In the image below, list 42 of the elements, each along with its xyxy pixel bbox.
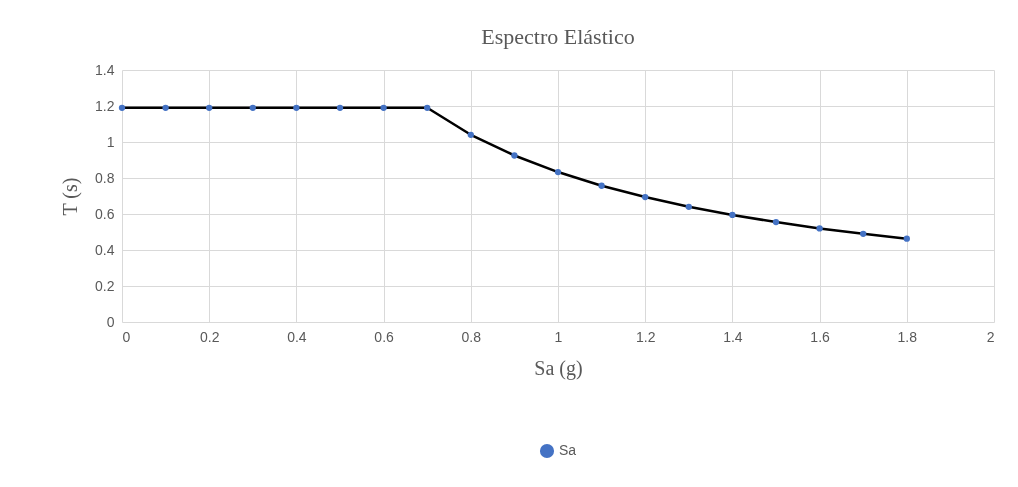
- point: [336, 104, 344, 111]
- point: [162, 104, 169, 111]
- point: [685, 203, 692, 210]
- y-tick-label: 0.2: [95, 277, 115, 294]
- y-axis-title: T (s): [59, 177, 83, 216]
- chart-title: Espectro Elástico: [481, 24, 635, 49]
- point: [772, 218, 780, 226]
- point: [293, 104, 300, 111]
- x-tick-label: 1: [554, 328, 563, 345]
- point: [380, 104, 387, 111]
- y-tick-label: 1: [106, 133, 115, 150]
- point: [554, 168, 562, 176]
- y-tick-label: 0.4: [95, 241, 115, 258]
- y-tick-label: 1.4: [95, 61, 115, 78]
- point: [467, 131, 474, 138]
- x-axis-title: Sa (g): [534, 356, 583, 380]
- point: [598, 182, 605, 189]
- point: [206, 104, 213, 111]
- y-tick-label: 0.8: [95, 169, 115, 186]
- x-tick-label: 0.6: [374, 328, 395, 345]
- point: [118, 104, 126, 111]
- y-tick-label: 0.6: [95, 205, 115, 222]
- x-tick-label: 1.4: [723, 328, 743, 345]
- point: [860, 230, 867, 237]
- legend-label: Sa: [559, 442, 577, 458]
- x-tick-label: 0.4: [287, 328, 307, 345]
- point: [249, 104, 256, 111]
- x-tick-label: 1.2: [635, 328, 656, 345]
- y-tick-label: 1.2: [95, 97, 115, 114]
- x-tick-label: 0.8: [461, 328, 482, 345]
- x-tick-label: 2: [986, 328, 995, 345]
- x-tick-label: 0: [122, 328, 131, 345]
- point: [642, 193, 649, 201]
- x-tick-label: 0.2: [199, 328, 220, 345]
- point: [424, 104, 431, 111]
- y-tick-label: 0: [106, 313, 115, 330]
- x-tick-label: 1.6: [810, 328, 831, 345]
- point: [903, 235, 910, 242]
- point: [816, 225, 823, 232]
- point: [729, 211, 736, 219]
- point: [511, 152, 518, 159]
- x-tick-label: 1.8: [897, 328, 918, 345]
